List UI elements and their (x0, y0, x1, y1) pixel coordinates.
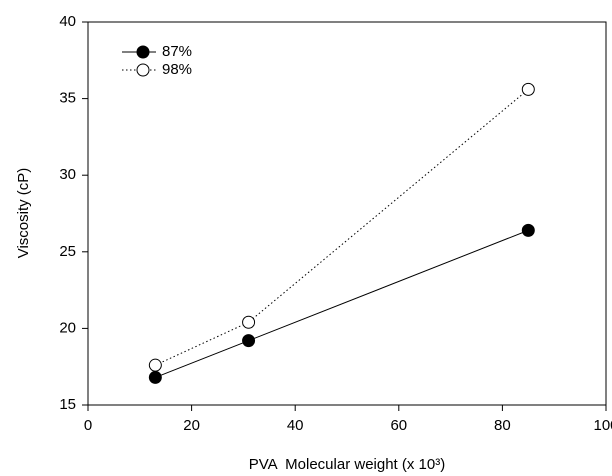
y-tick-label: 25 (59, 243, 76, 260)
series-line (155, 229, 529, 378)
series-line (155, 89, 529, 366)
legend-marker (136, 63, 150, 77)
y-tick-label: 15 (59, 396, 76, 413)
x-tick-label: 80 (494, 417, 511, 434)
y-tick-label: 30 (59, 166, 76, 183)
x-tick-label: 0 (84, 417, 92, 434)
x-tick-label: 60 (390, 417, 407, 434)
marker (521, 82, 535, 96)
y-tick-label: 35 (59, 90, 76, 107)
x-axis-label: PVA Molecular weight (x 10³) (249, 456, 445, 473)
legend-label: 87% (162, 43, 192, 60)
x-tick-label: 20 (183, 417, 200, 434)
marker (242, 315, 256, 329)
marker (521, 223, 535, 237)
legend-label: 98% (162, 61, 192, 78)
legend-marker (136, 45, 150, 59)
marker (148, 358, 162, 372)
x-tick-label: 40 (287, 417, 304, 434)
y-tick-label: 20 (59, 319, 76, 336)
marker (242, 334, 256, 348)
y-axis-label: Viscosity (cP) (15, 168, 32, 259)
marker (148, 370, 162, 384)
y-tick-label: 40 (59, 13, 76, 30)
x-tick-label: 100 (593, 417, 612, 434)
plot-frame (87, 21, 607, 406)
